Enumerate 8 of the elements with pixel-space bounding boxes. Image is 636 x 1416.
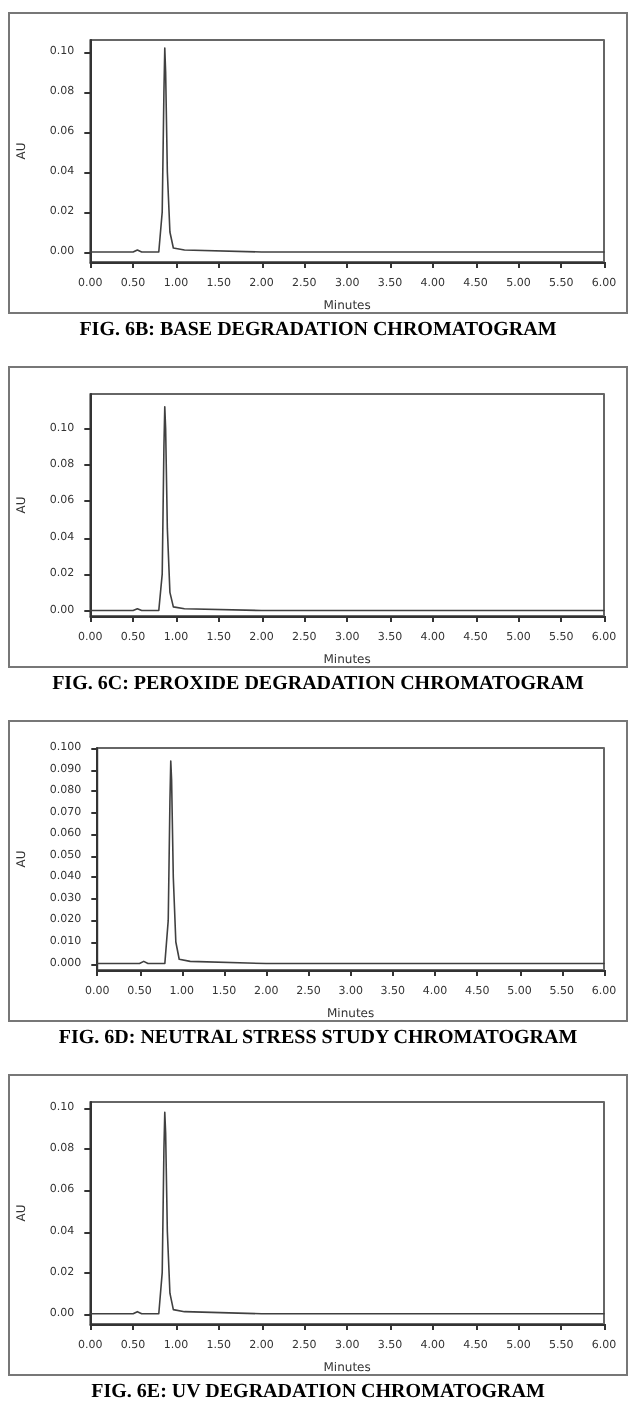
- line-series: [89, 405, 605, 612]
- line-series: [96, 760, 605, 965]
- text: FIG. 6D: NEUTRAL STRESS STUDY CHROMATOGRAM: [58, 1027, 579, 1049]
- line-series: [89, 1111, 605, 1315]
- line-series: [89, 47, 605, 253]
- text: FIG. 6E: UV DEGRADATION CHROMATOGRAM: [91, 1381, 546, 1403]
- text: FIG. 6C: PEROXIDE DEGRADATION CHROMATOGRAM: [52, 673, 585, 695]
- text: FIG. 6B: BASE DEGRADATION CHROMATOGRAM: [79, 319, 558, 341]
